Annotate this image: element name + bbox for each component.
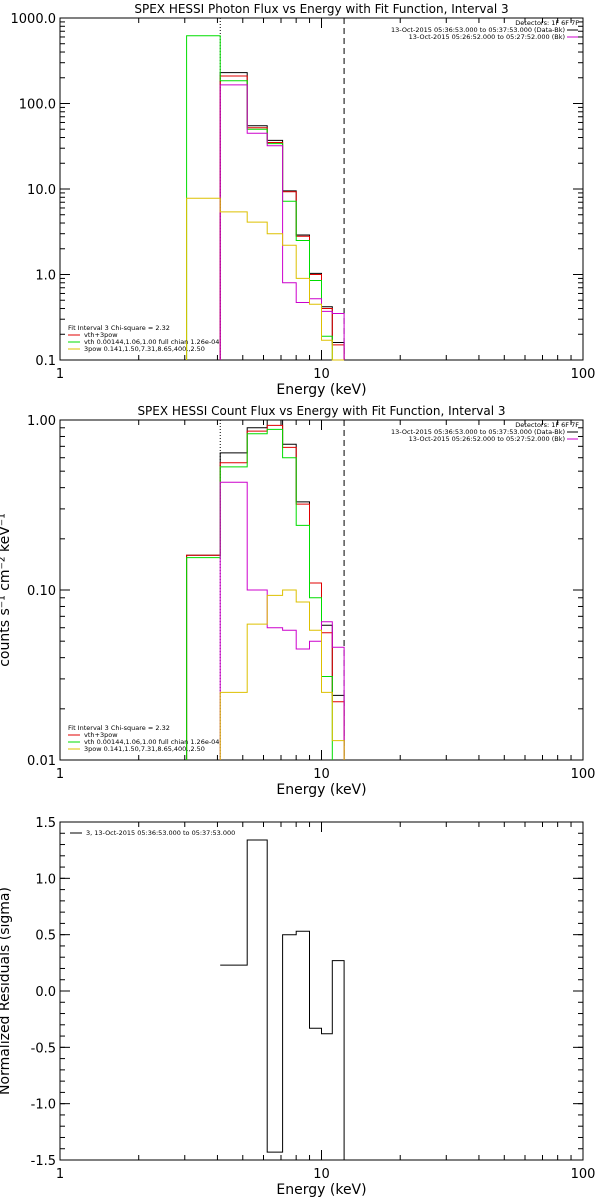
x-tick-label: 10 — [313, 367, 330, 382]
y-tick-label: -0.5 — [31, 1041, 56, 1056]
x-tick-label: 100 — [571, 367, 596, 382]
series-line — [186, 424, 345, 760]
y-tick-label: 0.1 — [35, 354, 56, 369]
series-line — [220, 839, 345, 1160]
legend-entry-label: 13-Oct-2015 05:36:53.000 to 05:37:53.000… — [391, 428, 565, 436]
y-tick-label: 0.0 — [35, 985, 56, 1000]
legend-fit-header: Fit Interval 3 Chi-square = 2.32 — [68, 724, 170, 732]
y-tick-label: 10.0 — [27, 183, 56, 198]
legend-entry-label: vth+3pow — [84, 731, 118, 739]
x-tick-label: 1 — [56, 767, 64, 782]
x-tick-label: 1 — [56, 1167, 64, 1182]
x-tick-label: 100 — [571, 767, 596, 782]
chart-title: SPEX HESSI Photon Flux vs Energy with Fi… — [134, 2, 508, 16]
y-tick-label: 1000.0 — [11, 12, 57, 27]
x-tick-label: 1 — [56, 367, 64, 382]
legend-entry-label: vth+3pow — [84, 331, 118, 339]
count-flux-panel: SPEX HESSI Count Flux vs Energy with Fit… — [0, 404, 595, 798]
legend-entry-label: 3pow 0.141,1.50,7.31,8.65,400.,2.50 — [84, 745, 205, 753]
y-tick-label: 100.0 — [19, 98, 56, 113]
y-tick-label: 0.01 — [27, 754, 56, 769]
y-tick-label: 0.5 — [35, 929, 56, 944]
y-tick-label: 1.00 — [27, 414, 56, 429]
chart-title: SPEX HESSI Count Flux vs Energy with Fit… — [137, 404, 505, 418]
legend-entry-label: 13-Oct-2015 05:26:52.000 to 05:27:52.000… — [409, 33, 565, 41]
legend-entry-label: 3, 13-Oct-2015 05:36:53.000 to 05:37:53.… — [86, 829, 235, 837]
residuals-panel: 1 10 100 -1.5 -1.0 -0.5 0.0 0.5 1.0 1.5 Energy (ke… — [0, 816, 595, 1198]
series-line — [186, 428, 333, 760]
legend-entry-label: 13-Oct-2015 05:36:53.000 to 05:37:53.000… — [391, 26, 565, 34]
x-tick-label: 10 — [313, 767, 330, 782]
legend-entry-label: vth 0.00144,1.06,1.00 full chian 1.26e-0… — [84, 338, 219, 346]
legend-entry-label: 13-Oct-2015 05:26:52.000 to 05:27:52.000… — [409, 435, 565, 443]
photon-flux-panel: SPEX HESSI Photon Flux vs Energy with Fi… — [11, 2, 596, 398]
legend-detectors: Detectors: 1F 6F 7F — [515, 421, 579, 429]
legend-fit-header: Fit Interval 3 Chi-square = 2.32 — [68, 324, 170, 332]
y-tick-label: 0.10 — [27, 584, 56, 599]
y-tick-label: -1.5 — [31, 1154, 56, 1169]
x-axis-label: Energy (keV) — [276, 782, 366, 798]
plot-frame — [59, 821, 584, 1161]
legend-entry-label: vth 0.00144,1.06,1.00 full chian 1.26e-0… — [84, 738, 219, 746]
y-tick-label: 1.0 — [35, 269, 56, 284]
x-tick-label: 100 — [571, 1167, 596, 1182]
series-line — [219, 84, 345, 360]
y-axis-label: Normalized Residuals (sigma) — [0, 887, 13, 1095]
x-tick-label: 10 — [313, 1167, 330, 1182]
y-tick-label: 1.0 — [35, 872, 56, 887]
legend-detectors: Detectors: 1F 6F 7F — [515, 19, 579, 27]
series-line — [219, 481, 345, 760]
x-axis-label: Energy (keV) — [276, 382, 366, 398]
x-axis-label: Energy (keV) — [276, 1182, 366, 1198]
legend-entry-label: 3pow 0.141,1.50,7.31,8.65,400.,2.50 — [84, 345, 205, 353]
series-line — [186, 419, 345, 760]
series-line — [219, 589, 345, 760]
y-tick-label: 1.5 — [35, 816, 56, 831]
y-tick-label: -1.0 — [31, 1098, 56, 1113]
series-line — [186, 197, 345, 361]
y-axis-label: counts s⁻¹ cm⁻² keV⁻¹ — [0, 513, 13, 667]
